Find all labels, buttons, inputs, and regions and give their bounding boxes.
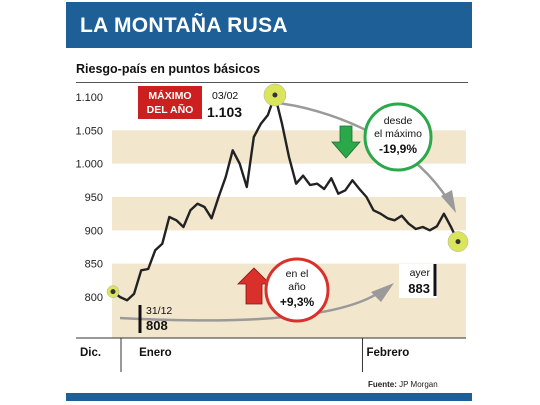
chart-title: Riesgo-país en puntos básicos [76,62,261,76]
end-date-label: ayer [410,267,431,279]
y-tick-label: 950 [85,192,103,204]
start-value-label: 808 [146,318,168,333]
source-value: JP Morgan [399,380,438,389]
chart-band [112,197,466,231]
y-tick-label: 800 [85,292,103,304]
highlight-dot [272,92,278,98]
start-date-label: 31/12 [146,305,172,317]
callout-year-text: en el [286,268,309,280]
max-date-label: 03/02 [212,90,238,102]
y-tick-label: 1.100 [75,92,103,104]
max-box [138,86,202,119]
year-arrow [119,290,381,322]
arrowhead [441,190,456,213]
callout-year-value: +9,3% [280,295,315,309]
max-value-label: 1.103 [207,104,242,120]
y-tick-label: 850 [85,259,103,271]
end-label-bg [399,264,437,298]
x-tick-label: Febrero [366,347,409,359]
footer-bar [66,393,472,401]
highlight-dot [455,239,461,245]
page-title: LA MONTAÑA RUSA [80,14,288,37]
callout-max-text: el máximo [374,128,422,140]
x-tick-label: Enero [139,347,172,359]
down-arrow-icon [331,125,361,159]
max-box-label: DEL AÑO [147,103,194,116]
header-bar: LA MONTAÑA RUSA [66,2,472,48]
arrowhead [371,283,394,302]
end-value-label: 883 [408,281,430,296]
y-tick-label: 1.050 [75,125,103,137]
callout-max-circle [363,102,433,172]
source-label: Fuente: [368,380,397,389]
series-line [112,93,460,302]
x-tick-label: Dic. [80,347,101,359]
callout-max-value: -19,9% [379,142,417,156]
highlight-dot [110,289,116,295]
title-rule [76,82,468,83]
y-tick-label: 900 [85,225,103,237]
callout-max-text: desde [384,115,413,127]
source-note: Fuente: JP Morgan [368,380,438,389]
y-tick-label: 1.000 [75,159,103,171]
callout-year-text: año [288,281,306,293]
callout-year-circle [264,257,330,323]
max-box-label: MÁXIMO [148,89,191,102]
